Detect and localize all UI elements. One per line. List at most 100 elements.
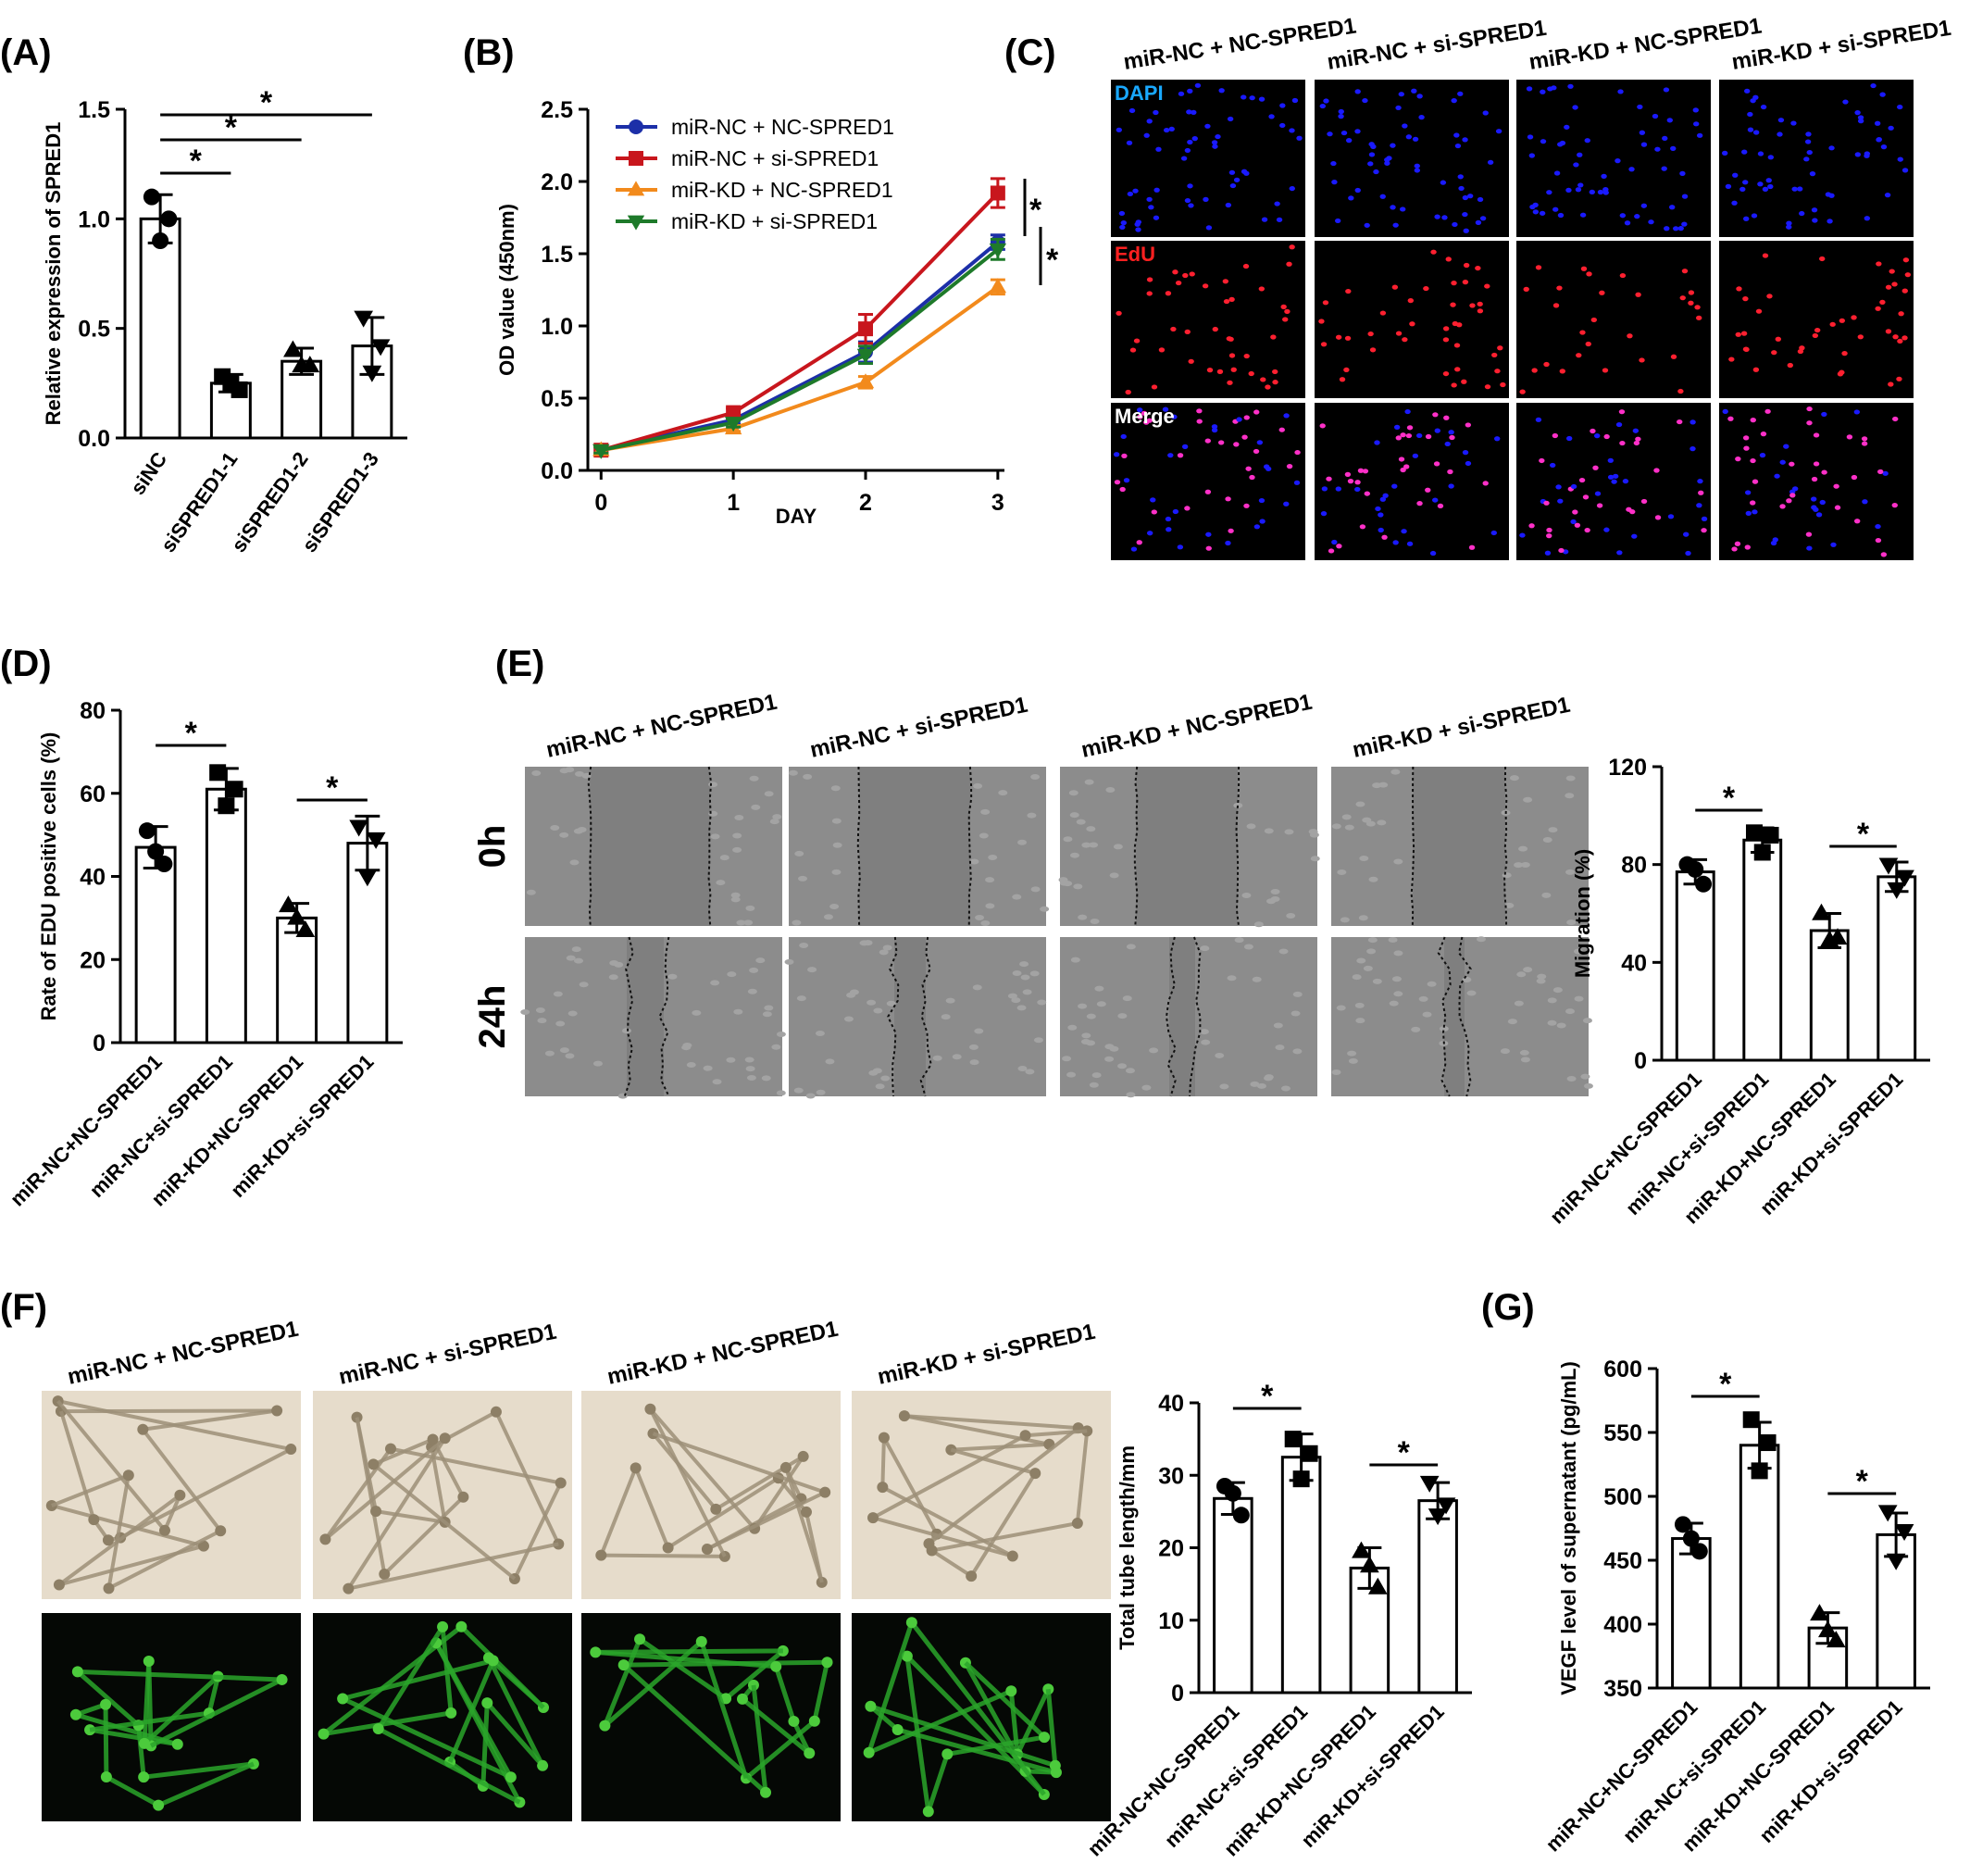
nucleus [1679, 295, 1686, 301]
cell-texture [621, 1028, 631, 1034]
y-tick-label: 0.5 [78, 317, 110, 343]
nucleus [1811, 476, 1818, 482]
nucleus [1750, 418, 1756, 423]
nucleus [1291, 97, 1299, 104]
cell-texture [745, 905, 755, 911]
cell-texture [776, 1031, 786, 1037]
nucleus [1177, 453, 1184, 458]
nucleus [1369, 347, 1377, 353]
cell-texture [831, 869, 842, 875]
column-title: miR-KD + si-SPRED1 [1730, 16, 1953, 75]
tube-segment [753, 1455, 805, 1530]
nucleus [1695, 315, 1702, 320]
cell-texture [968, 1044, 979, 1050]
nucleus [1811, 505, 1817, 510]
nucleus [1809, 171, 1816, 177]
significance-star: * [1719, 1367, 1732, 1402]
series-line [600, 247, 1000, 453]
nucleus [1599, 290, 1605, 295]
cell-texture [1466, 990, 1477, 996]
tube-node [590, 1646, 602, 1658]
nucleus [1409, 321, 1415, 327]
y-axis-label: Total tube length/mm [1116, 1445, 1139, 1650]
cell-texture [1372, 978, 1382, 984]
y-tick-label: 10 [1158, 1608, 1184, 1634]
chart-a: 0.0 0.5 1.0 1.5 Relative expression of SPRED… [42, 85, 407, 557]
nucleus [1395, 435, 1402, 441]
nucleus [1615, 158, 1621, 164]
chart-g: 350 400 450 500 550 600 VEGF level of supernat… [1541, 1357, 1930, 1857]
nucleus [1205, 545, 1212, 551]
cell-texture [1388, 937, 1398, 944]
cell-texture [692, 1009, 702, 1016]
scratch-edge [1189, 936, 1202, 1097]
cell-texture [980, 808, 991, 815]
cell-texture [1029, 970, 1040, 977]
nucleus [1736, 286, 1742, 292]
nucleus [1696, 132, 1703, 138]
tube-node [922, 1806, 934, 1818]
nucleus [1666, 118, 1673, 123]
x-tick-label: 1 [727, 490, 740, 516]
tube-node [337, 1693, 349, 1705]
nucleus [1725, 183, 1732, 189]
tube-segment [324, 1436, 446, 1541]
tube-node [1039, 1732, 1051, 1744]
nucleus [1833, 483, 1839, 489]
cell-texture [805, 1093, 816, 1099]
nucleus [1133, 338, 1141, 344]
tube-node [695, 1635, 707, 1647]
tube-segment [930, 1548, 973, 1578]
nucleus [1146, 119, 1153, 124]
nucleus [1750, 457, 1756, 464]
cell-texture [755, 957, 766, 964]
nucleus [1226, 336, 1233, 342]
fluorescence-image [1516, 80, 1711, 237]
data-point [1224, 1484, 1241, 1502]
tube-node [103, 1582, 115, 1595]
nucleus [1364, 222, 1370, 228]
y-axis-label: Migration (%) [1571, 849, 1594, 978]
nucleus [1283, 413, 1290, 419]
nucleus [1343, 367, 1350, 373]
nucleus [1475, 219, 1482, 225]
cell-texture [726, 1057, 736, 1063]
nucleus [1462, 280, 1469, 285]
cell-texture [1411, 1026, 1421, 1032]
significance-star: * [225, 110, 238, 145]
data-point [1690, 1543, 1708, 1560]
cell-texture [1523, 967, 1533, 973]
cell-texture [843, 1016, 854, 1022]
cell-texture [1523, 796, 1533, 803]
cell-texture [1273, 1022, 1283, 1029]
nucleus [1466, 194, 1474, 199]
nucleus [1661, 166, 1667, 171]
nucleus [1258, 96, 1266, 102]
nucleus [1575, 187, 1582, 193]
legend-marker [627, 181, 645, 196]
data-point [1301, 1445, 1318, 1462]
nucleus [1150, 497, 1156, 503]
tube-segment [487, 1656, 545, 1709]
tube-node [966, 1570, 978, 1582]
cell-texture [727, 971, 737, 978]
nucleus [1546, 190, 1552, 195]
cell-texture [719, 855, 729, 861]
cell-texture [1081, 1032, 1091, 1039]
nucleus [1181, 444, 1189, 449]
nucleus [1853, 519, 1861, 524]
nucleus [1212, 144, 1218, 149]
nucleus [1135, 227, 1141, 232]
tube-node [372, 1723, 384, 1735]
cell-texture [734, 814, 744, 820]
tube-segment [76, 1670, 141, 1728]
nucleus [1354, 129, 1361, 134]
series-point [858, 321, 873, 337]
nucleus [1789, 489, 1796, 494]
cell-texture [1030, 774, 1041, 781]
nucleus [1477, 196, 1484, 203]
nucleus [1632, 428, 1640, 433]
cell-texture [1080, 1039, 1091, 1045]
nucleus [1172, 269, 1178, 275]
